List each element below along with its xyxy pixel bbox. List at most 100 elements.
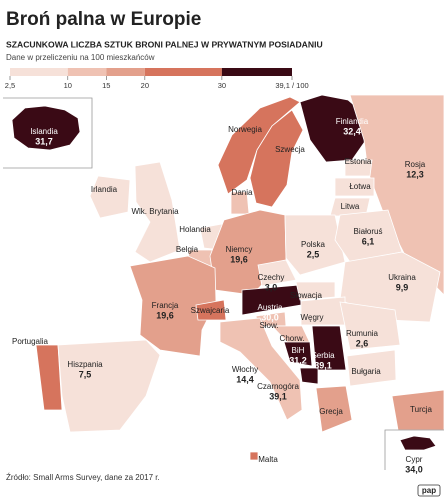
title: Broń palna w Europie (6, 9, 201, 30)
country (283, 341, 313, 367)
legend-tick-label: 30 (218, 81, 226, 90)
country (391, 389, 444, 431)
country-name: Islandia (30, 127, 58, 136)
country (257, 259, 297, 287)
country-name: Portugalia (12, 337, 49, 346)
country (57, 339, 161, 433)
country-name: Niemcy (226, 245, 253, 254)
country-name: Cypr (406, 455, 423, 464)
country-name: Białoruś (354, 227, 383, 236)
country-name: Łotwa (349, 182, 371, 191)
legend-tick-label: 39,1 / 100 (275, 81, 308, 90)
country-value: 32,4 (343, 126, 361, 136)
logo-box (417, 484, 441, 497)
country-name: Wlk. Brytania (131, 207, 179, 216)
country-value: 2,5 (307, 249, 320, 259)
country-name: Turcja (410, 405, 432, 414)
inset-frame (3, 97, 93, 169)
country-name: Słowacja (290, 291, 323, 300)
country-name: Polska (301, 240, 326, 249)
country-name: Estonia (345, 157, 372, 166)
country-name: Szwecja (275, 145, 305, 154)
country-value: 39,1 (314, 360, 332, 370)
legend-tick-label: 20 (141, 81, 149, 90)
country-value: 31,2 (289, 355, 307, 365)
country-name: Austria (258, 303, 283, 312)
country-name: Holandia (179, 225, 211, 234)
country-name: Słow. (259, 321, 278, 330)
note: Dane w przeliczeniu na 100 mieszkańców (6, 53, 155, 62)
country-value: 7,5 (79, 369, 92, 379)
country-name: Finlandia (336, 117, 369, 126)
country-name: Grecja (319, 407, 343, 416)
country-value: 9,9 (396, 282, 409, 292)
inset-frame (384, 429, 444, 470)
country-value: 2,6 (356, 338, 369, 348)
country (299, 367, 319, 385)
country-name: Bułgaria (351, 367, 381, 376)
country-value: 19,6 (230, 254, 248, 264)
country (344, 159, 373, 177)
country-value: 12,3 (406, 169, 424, 179)
country-name: Ukraina (388, 273, 416, 282)
country (195, 299, 227, 321)
country (11, 105, 81, 151)
source: Źródło: Small Arms Survey, dane za 2017 … (6, 473, 160, 482)
legend: 2,5 10 15 20 30 39,1 / 100 (5, 68, 309, 90)
country (339, 301, 401, 351)
logo: pap (422, 486, 436, 495)
country (89, 175, 131, 219)
country (334, 177, 375, 197)
country-value: 31,7 (35, 136, 53, 146)
country-value: 14,4 (236, 374, 254, 384)
subtitle: SZACUNKOWA LICZBA SZTUK BRONI PALNEJ W P… (6, 39, 323, 49)
country-name: Malta (258, 455, 278, 464)
country-name: Hiszpania (67, 360, 103, 369)
country-name: Rumunia (346, 329, 379, 338)
country (217, 96, 301, 195)
country-name: Czechy (258, 273, 285, 282)
country-value: 6,1 (362, 236, 375, 246)
country-value: 19,6 (156, 310, 174, 320)
country (315, 385, 353, 433)
country (134, 161, 181, 263)
legend-tick-label: 10 (64, 81, 72, 90)
country-name: Szwajcaria (191, 306, 230, 315)
legend-tick-label: 2,5 (5, 81, 15, 90)
country (311, 325, 347, 371)
country-name: Włochy (232, 365, 258, 374)
country-name: Irlandia (91, 185, 118, 194)
country (346, 349, 397, 387)
country (249, 451, 259, 461)
country-name: Belgia (176, 245, 199, 254)
legend-swatch (221, 68, 292, 76)
country (399, 435, 437, 451)
country-value: 30,0 (261, 312, 279, 322)
country-value: 34,0 (405, 464, 423, 474)
country-name: Norwegia (228, 125, 262, 134)
country (295, 281, 336, 301)
legend-swatch (106, 68, 145, 76)
country-value: 39,1 (269, 391, 287, 401)
country (129, 255, 217, 357)
legend-swatch (10, 68, 68, 76)
country-name: Dania (232, 188, 253, 197)
legend-swatch (144, 68, 222, 76)
legend-swatch (67, 68, 107, 76)
country-name: Litwa (341, 202, 360, 211)
country (284, 214, 346, 276)
country (249, 109, 304, 208)
country (219, 317, 303, 421)
country-name: Czarnogóra (257, 382, 299, 391)
country-value: 3,0 (265, 282, 278, 292)
legend-tick-label: 15 (102, 81, 110, 90)
country-name: Chorw. (280, 334, 305, 343)
country-name: BiH (292, 346, 305, 355)
country-name: Francja (152, 301, 179, 310)
country (35, 344, 63, 411)
country-name: Węgry (300, 313, 323, 322)
country-name: Rosja (405, 160, 426, 169)
country-name: Serbia (311, 351, 335, 360)
